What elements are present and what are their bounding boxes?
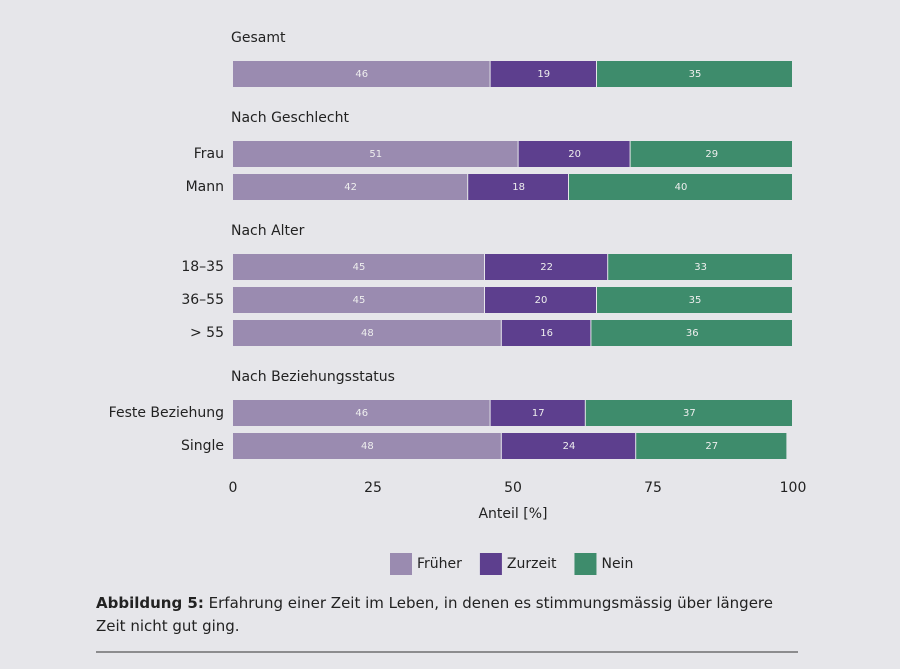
- bar-segment: [233, 174, 468, 200]
- bar-segment: [233, 287, 484, 313]
- caption: Abbildung 5: Erfahrung einer Zeit im Leb…: [96, 592, 776, 638]
- data-label: 46: [355, 69, 368, 80]
- data-label: 40: [675, 182, 688, 193]
- data-label: 35: [689, 69, 702, 80]
- bar-segment: [501, 320, 591, 346]
- bar-segment: [636, 433, 787, 459]
- data-label: 45: [353, 295, 366, 306]
- y-tick-label: 18–35: [181, 259, 224, 275]
- data-label: 24: [563, 441, 576, 452]
- bar-segment: [485, 254, 608, 280]
- group-title: Nach Alter: [231, 223, 305, 239]
- x-tick-label: 100: [780, 480, 807, 496]
- data-label: 46: [355, 408, 368, 419]
- bar-segment: [585, 400, 792, 426]
- legend-label: Nein: [601, 556, 633, 572]
- bar-segment: [233, 400, 490, 426]
- data-label: 48: [361, 328, 374, 339]
- bar-segment: [597, 287, 792, 313]
- legend-swatch: [479, 553, 502, 575]
- bar-segment: [597, 61, 792, 87]
- x-axis-label: Anteil [%]: [478, 506, 547, 522]
- y-tick-label: 36–55: [181, 292, 224, 308]
- bar-segment: [630, 141, 792, 167]
- data-label: 35: [689, 295, 702, 306]
- bar-segment: [233, 320, 501, 346]
- data-label: 33: [694, 262, 707, 273]
- legend-swatch: [390, 553, 412, 575]
- data-label: 20: [568, 149, 581, 160]
- data-label: 45: [353, 262, 366, 273]
- data-label: 27: [705, 441, 718, 452]
- x-tick-label: 25: [364, 480, 382, 496]
- bar-segment: [485, 287, 596, 313]
- group-title: Gesamt: [231, 30, 286, 46]
- bar-segment: [233, 433, 501, 459]
- data-label: 16: [540, 328, 553, 339]
- data-label: 48: [361, 441, 374, 452]
- group-title: Nach Beziehungsstatus: [231, 369, 395, 385]
- x-tick-label: 0: [229, 480, 238, 496]
- bar-segment: [490, 61, 596, 87]
- data-label: 37: [683, 408, 696, 419]
- legend-label: Zurzeit: [507, 556, 557, 572]
- legend-label: Früher: [417, 556, 462, 572]
- data-label: 20: [535, 295, 548, 306]
- data-label: 36: [686, 328, 699, 339]
- bar-segment: [591, 320, 792, 346]
- bar-segment: [233, 254, 484, 280]
- data-label: 17: [532, 408, 545, 419]
- bar-segment: [490, 400, 585, 426]
- data-label: 19: [537, 69, 550, 80]
- data-label: 22: [540, 262, 553, 273]
- bar-segment: [569, 174, 792, 200]
- group-title: Nach Geschlecht: [231, 110, 349, 126]
- bar-segment: [608, 254, 792, 280]
- y-tick-label: Mann: [186, 179, 224, 195]
- y-tick-label: > 55: [190, 325, 224, 341]
- x-tick-label: 75: [644, 480, 662, 496]
- caption-label: Abbildung 5:: [96, 594, 204, 612]
- bar-segment: [501, 433, 636, 459]
- data-label: 18: [512, 182, 525, 193]
- y-tick-label: Frau: [194, 146, 224, 162]
- x-tick-label: 50: [504, 480, 522, 496]
- bar-segment: [468, 174, 568, 200]
- y-tick-label: Feste Beziehung: [109, 405, 224, 421]
- y-tick-label: Single: [181, 438, 224, 454]
- data-label: 42: [344, 182, 357, 193]
- legend-swatch: [574, 553, 597, 575]
- bar-segment: [233, 61, 490, 87]
- caption-text: Erfahrung einer Zeit im Leben, in denen …: [96, 594, 774, 635]
- data-label: 29: [705, 149, 718, 160]
- bar-segment: [518, 141, 630, 167]
- data-label: 51: [369, 149, 382, 160]
- bar-segment: [233, 141, 518, 167]
